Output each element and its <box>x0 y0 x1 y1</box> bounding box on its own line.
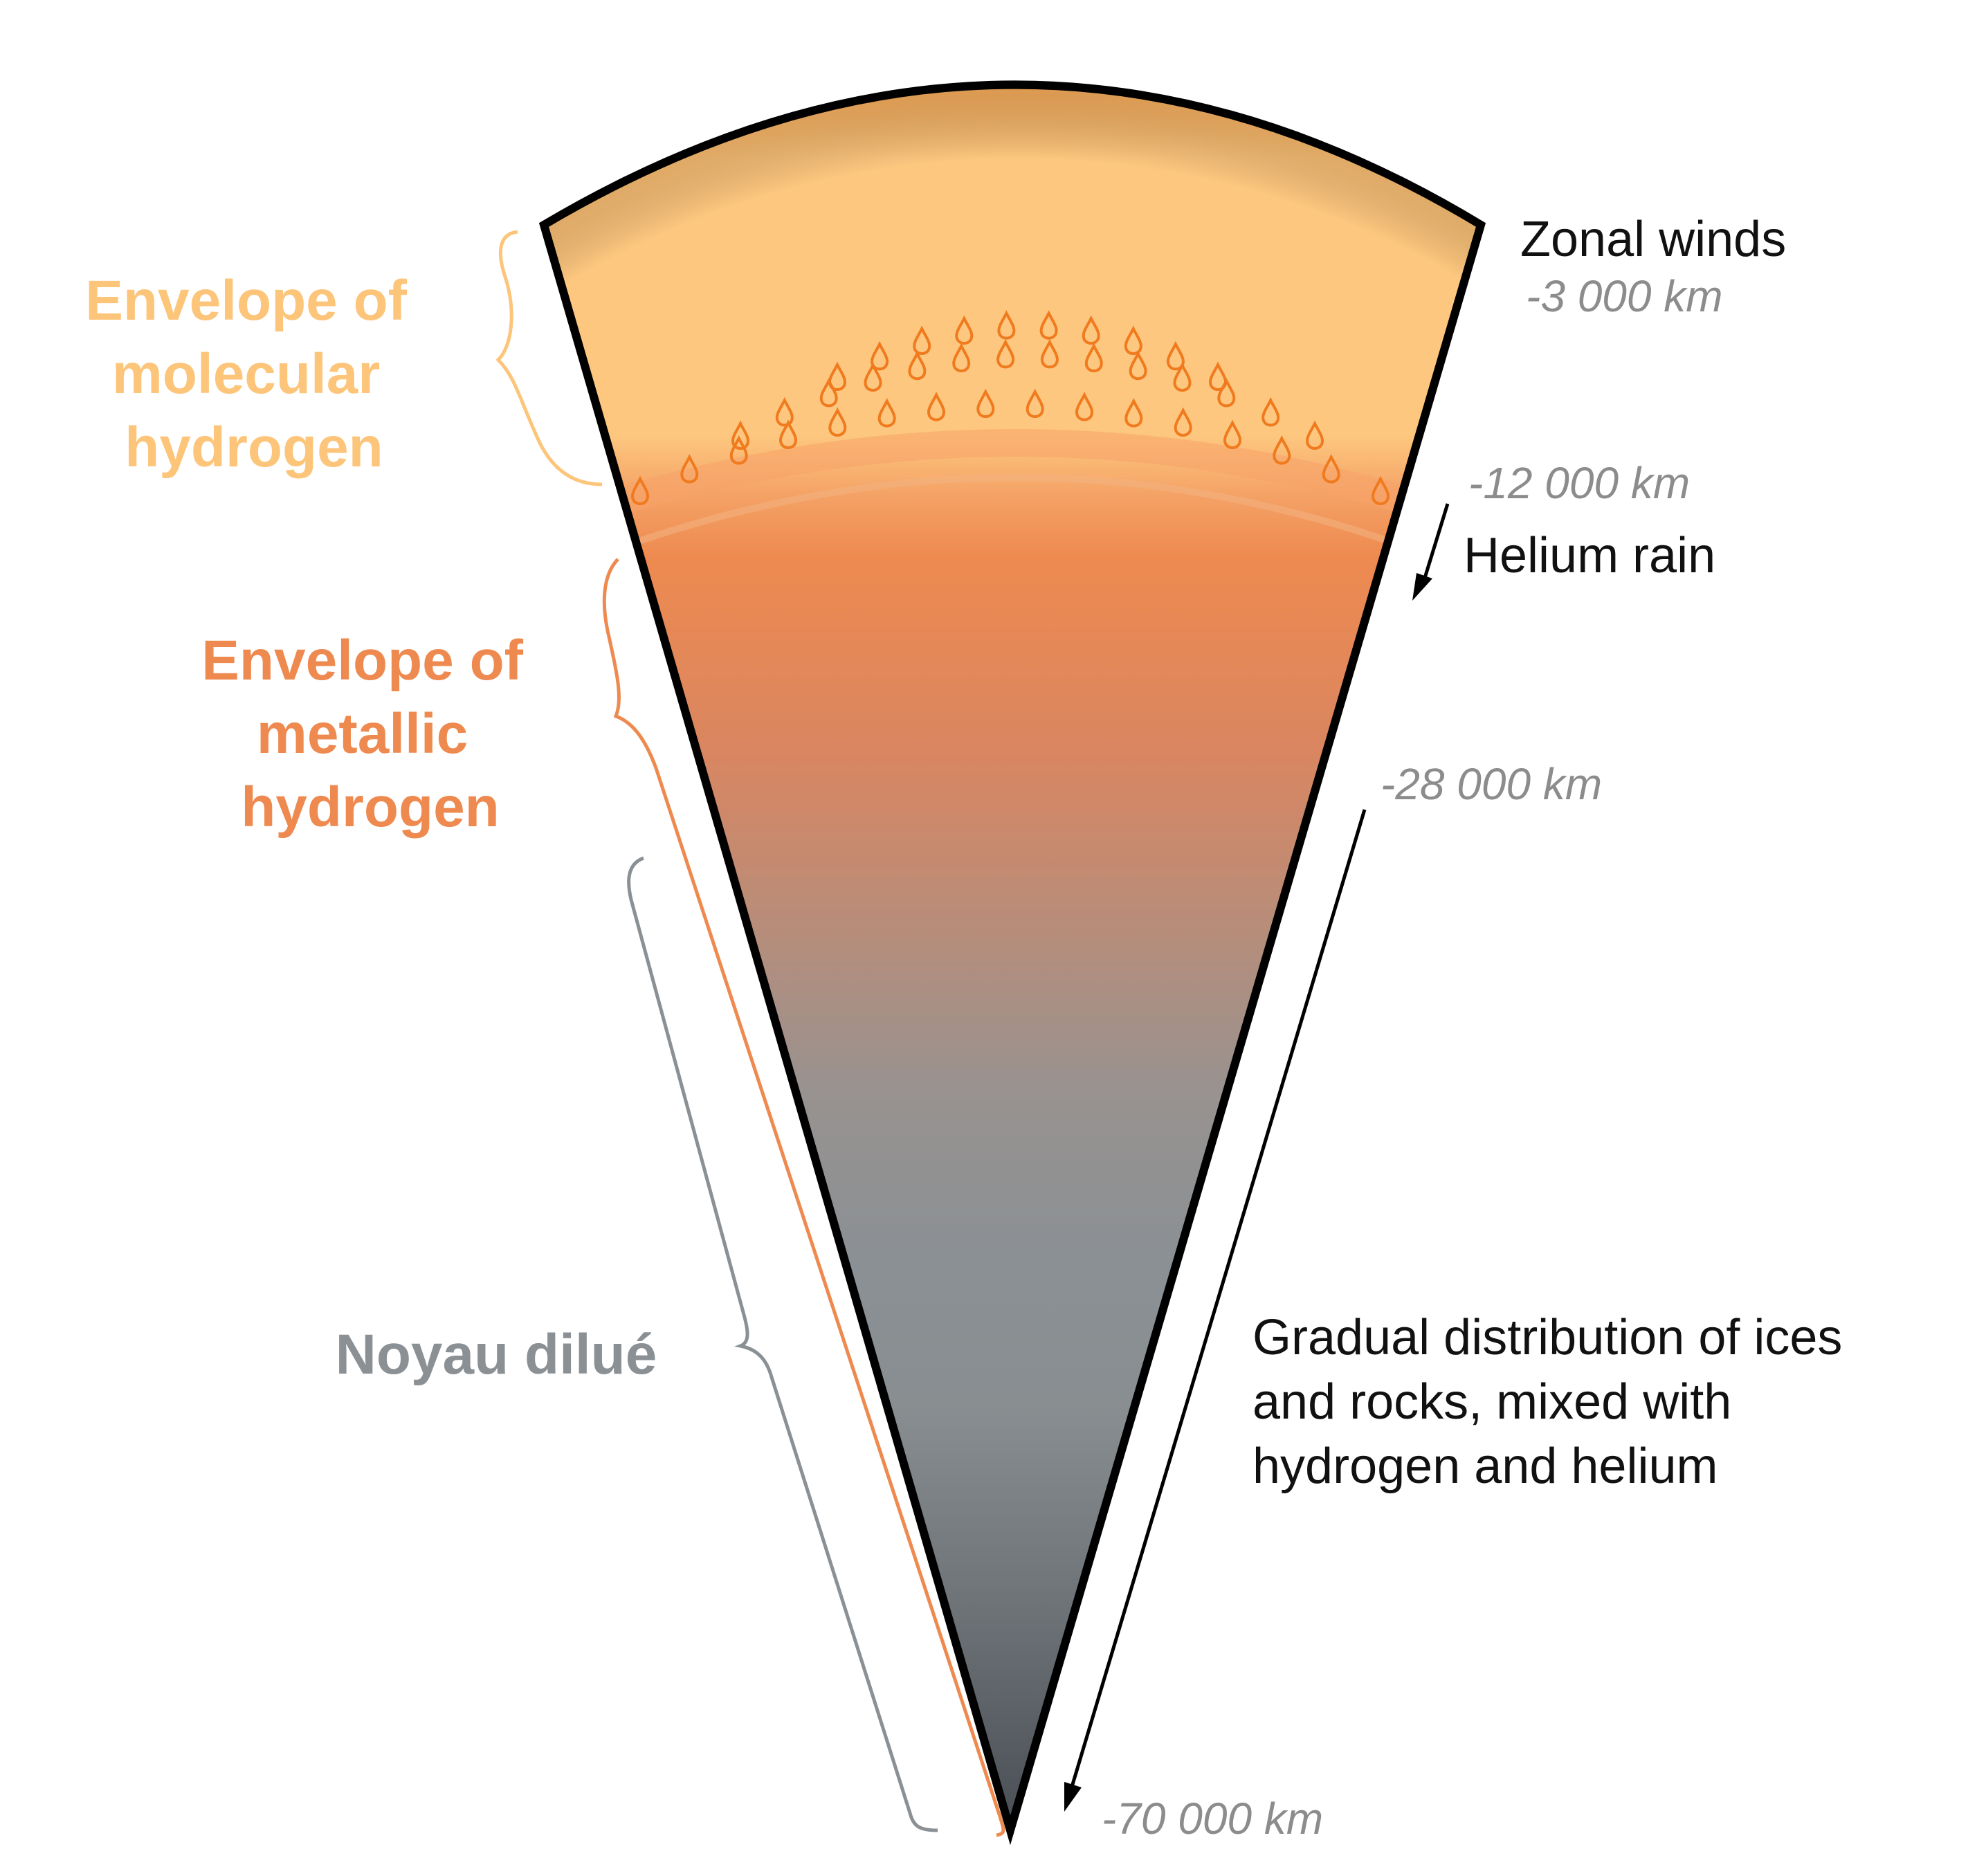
boundary-glow <box>581 429 1446 526</box>
label-molecular-hydrogen: Envelope of molecular hydrogen <box>85 269 423 479</box>
label-molecular-line-3: hydrogen <box>125 416 383 479</box>
label-core-line-1: Noyau dilué <box>336 1323 657 1386</box>
gradual-distribution-arrow <box>1064 809 1367 1812</box>
gradual-distribution-label: Gradual distribution of ices and rocks, … <box>1252 1310 1856 1494</box>
boundary-arc <box>621 474 1406 550</box>
gradual-line-2: and rocks, mixed with <box>1252 1374 1731 1430</box>
depth-70000: -70 000 km <box>1102 1794 1323 1843</box>
brace-molecular <box>495 230 603 486</box>
label-metallic-line-1: Envelope of <box>201 629 523 692</box>
helium-rain-arrow <box>1412 503 1450 601</box>
depth-3000: -3 000 km <box>1526 271 1723 321</box>
label-metallic-hydrogen: Envelope of metallic hydrogen <box>201 629 539 839</box>
label-metallic-line-2: metallic <box>257 702 468 765</box>
gradual-line-3: hydrogen and helium <box>1252 1439 1718 1494</box>
label-noyau-dilue: Noyau dilué <box>336 1323 657 1386</box>
wedge-outline <box>538 80 1486 1846</box>
brace-metallic <box>602 558 1005 1837</box>
brace-core <box>627 856 938 1832</box>
zonal-winds-label: Zonal winds <box>1520 212 1786 267</box>
label-molecular-line-1: Envelope of <box>85 269 407 332</box>
gradual-line-1: Gradual distribution of ices <box>1252 1310 1842 1365</box>
wedge-rim-glow <box>544 84 1481 1830</box>
helium-rain-label: Helium rain <box>1464 528 1715 583</box>
depth-12000: -12 000 km <box>1468 458 1690 508</box>
label-metallic-line-3: hydrogen <box>241 776 500 839</box>
planet-wedge <box>538 80 1486 1846</box>
depth-28000: -28 000 km <box>1381 759 1602 809</box>
label-molecular-line-2: molecular <box>112 343 380 406</box>
